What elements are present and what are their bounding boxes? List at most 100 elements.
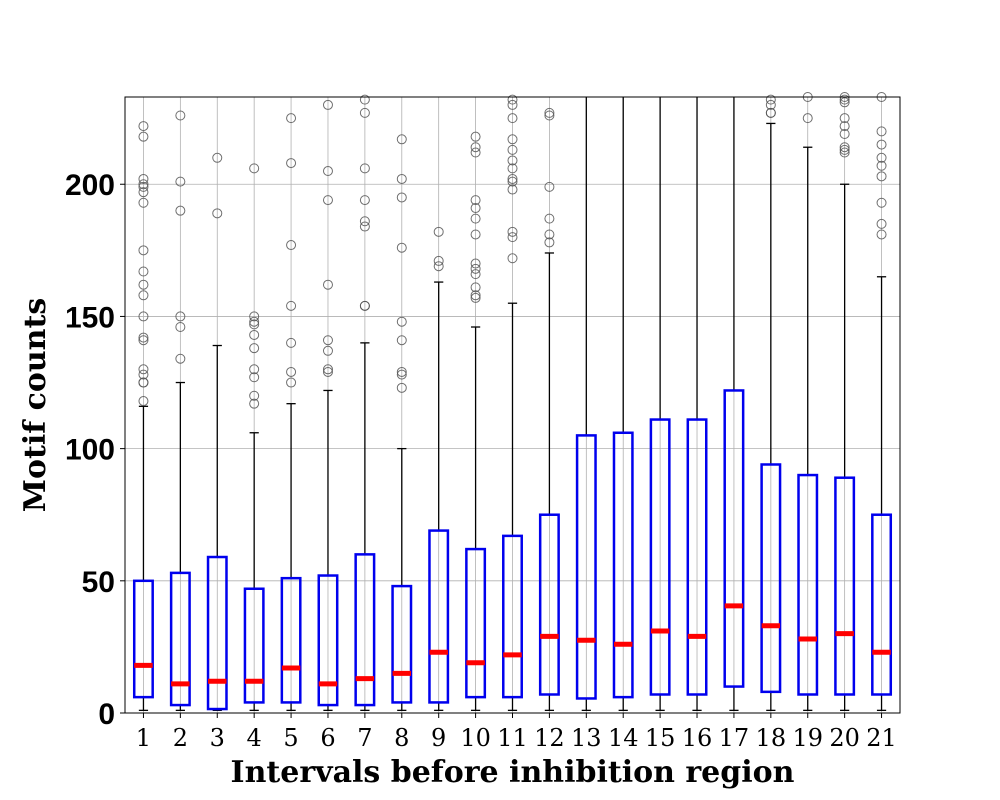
outlier-point xyxy=(433,255,444,266)
outlier-point xyxy=(876,197,887,208)
x-axis-label: Intervals before inhibition region xyxy=(231,755,795,790)
outlier-point xyxy=(175,176,186,187)
outlier-point xyxy=(839,94,850,105)
box-15 xyxy=(649,97,671,712)
box-iqr xyxy=(502,534,523,699)
outlier-point xyxy=(138,173,149,184)
x-tick-label: 3 xyxy=(210,724,225,752)
outlier-point xyxy=(175,322,186,333)
outlier-point xyxy=(470,229,481,240)
outlier-point xyxy=(286,300,297,311)
box-iqr xyxy=(465,547,487,699)
outlier-point xyxy=(839,142,850,153)
outlier-point xyxy=(876,139,887,150)
outlier-point xyxy=(286,366,297,377)
outlier-point xyxy=(839,144,850,155)
box-marks xyxy=(132,92,893,712)
y-tick-label: 50 xyxy=(82,566,115,599)
x-tick-label: 10 xyxy=(460,724,491,752)
outlier-point xyxy=(876,152,887,163)
outlier-point xyxy=(876,171,887,182)
y-tick-label: 100 xyxy=(65,434,115,467)
box-7 xyxy=(354,94,376,712)
outlier-point xyxy=(138,332,149,343)
box-iqr xyxy=(612,431,634,699)
outlier-point xyxy=(470,263,481,274)
outlier-point xyxy=(138,396,149,407)
outlier-point xyxy=(322,99,333,110)
outlier-point xyxy=(433,226,444,237)
box-iqr xyxy=(132,579,154,699)
outlier-point xyxy=(839,113,850,124)
box-17 xyxy=(723,97,745,712)
box-iqr xyxy=(834,476,856,696)
outlier-point xyxy=(470,131,481,142)
outlier-point xyxy=(322,195,333,206)
outlier-point xyxy=(507,163,518,174)
box-3 xyxy=(206,152,228,712)
box-13 xyxy=(575,97,597,712)
box-18 xyxy=(760,94,782,712)
outlier-point xyxy=(396,192,407,203)
outlier-point xyxy=(286,337,297,348)
outlier-point xyxy=(212,152,223,163)
outlier-point xyxy=(876,229,887,240)
outlier-point xyxy=(138,369,149,380)
box-12 xyxy=(538,107,560,712)
outlier-point xyxy=(249,343,260,354)
outlier-point xyxy=(470,213,481,224)
outlier-point xyxy=(507,144,518,155)
x-tick-label: 4 xyxy=(247,724,262,752)
outlier-point xyxy=(359,163,370,174)
outlier-point xyxy=(359,94,370,105)
outlier-point xyxy=(249,398,260,409)
box-iqr xyxy=(243,587,265,704)
outlier-point xyxy=(138,290,149,301)
x-tick-label: 14 xyxy=(608,724,639,752)
outlier-point xyxy=(322,366,333,377)
box-iqr xyxy=(391,584,413,704)
box-iqr xyxy=(428,529,450,704)
outlier-point xyxy=(470,290,481,301)
outlier-point xyxy=(507,99,518,110)
box-iqr xyxy=(871,513,893,696)
outlier-point xyxy=(286,240,297,251)
outlier-point xyxy=(396,242,407,253)
outlier-point xyxy=(138,245,149,256)
outlier-point xyxy=(396,134,407,145)
outlier-point xyxy=(470,147,481,158)
box-4 xyxy=(243,163,265,712)
x-axis-ticks: 1 2 3 4 5 6 7 8 9 10 11 12 13 14 15 16 17 18 19 20 21 xyxy=(136,713,897,752)
outlier-point xyxy=(138,335,149,346)
outlier-point xyxy=(507,113,518,124)
box-21 xyxy=(871,92,893,712)
outlier-point xyxy=(396,382,407,393)
outlier-point xyxy=(470,258,481,269)
outlier-point xyxy=(396,369,407,380)
outlier-point xyxy=(359,107,370,118)
box-iqr xyxy=(354,553,376,707)
outlier-point xyxy=(839,129,850,140)
x-tick-label: 15 xyxy=(645,724,676,752)
outlier-point xyxy=(507,134,518,145)
outlier-point xyxy=(322,335,333,346)
box-iqr xyxy=(649,418,671,696)
outlier-point xyxy=(396,173,407,184)
outlier-point xyxy=(470,195,481,206)
outlier-point xyxy=(359,195,370,206)
outlier-point xyxy=(507,173,518,184)
outlier-point xyxy=(396,316,407,327)
x-tick-label: 9 xyxy=(431,724,446,752)
box-iqr xyxy=(280,576,302,704)
x-tick-label: 6 xyxy=(320,724,335,752)
outlier-point xyxy=(175,110,186,121)
outlier-point xyxy=(212,208,223,219)
outlier-point xyxy=(138,131,149,142)
outlier-point xyxy=(138,197,149,208)
outlier-point xyxy=(544,213,555,224)
outlier-point xyxy=(470,282,481,293)
outlier-point xyxy=(359,216,370,227)
outlier-point xyxy=(322,345,333,356)
outlier-point xyxy=(249,329,260,340)
